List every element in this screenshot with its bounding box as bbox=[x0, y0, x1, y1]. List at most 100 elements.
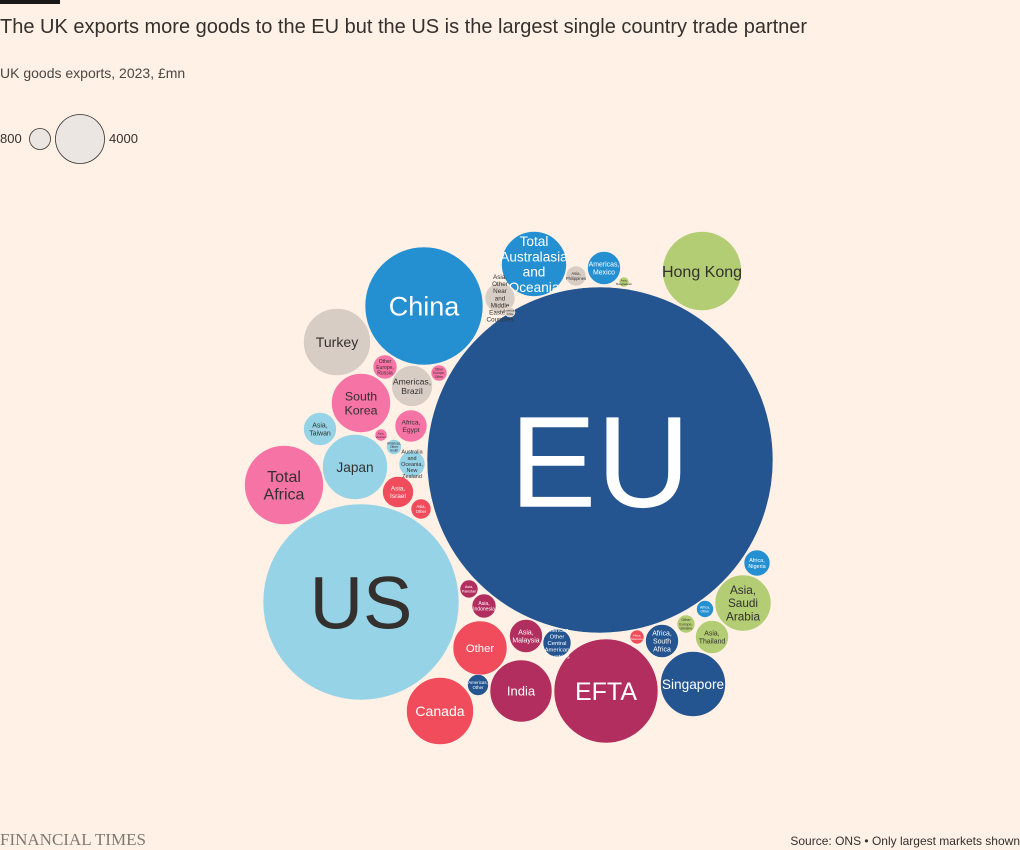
bubble-circle bbox=[394, 409, 428, 443]
bubble-americas-mexico: Americas, Mexico bbox=[587, 251, 621, 285]
bubble-circle bbox=[410, 498, 432, 520]
bubble-label: Canada bbox=[415, 703, 464, 719]
bubble-circle bbox=[406, 677, 474, 745]
size-legend: 800 4000 bbox=[0, 114, 138, 164]
bubble-circle bbox=[629, 629, 645, 645]
bubble-canada: Canada bbox=[406, 677, 474, 745]
bubble-label: Asia, Pakistan bbox=[462, 585, 476, 593]
bubble-asia-thailand: Asia, Thailand bbox=[695, 620, 729, 654]
bubble-americas-other: Americas, Other bbox=[467, 674, 489, 696]
bubble-label: Other bbox=[466, 643, 495, 655]
bubble-label: Asia, Malaysia bbox=[512, 630, 539, 645]
bubble-label: Americas, Mexico bbox=[589, 262, 620, 277]
bubble-label: Africa, South Africa bbox=[652, 631, 672, 654]
bubble-circle bbox=[244, 445, 324, 525]
bubble-asia-other-near-and-middle-eastern-countries: Asia, Other Near and Middle Eastern Countries bbox=[484, 274, 516, 323]
bubble-circle bbox=[618, 276, 630, 288]
bubble-label: Other Europe, Ukraine bbox=[679, 618, 692, 630]
bubble-label: India bbox=[507, 684, 536, 699]
bubble-circle bbox=[662, 231, 742, 311]
bubble-label: EFTA bbox=[575, 678, 637, 706]
bubble-circle bbox=[587, 251, 621, 285]
bubble-asia-saudi-arabia: Asia, Saudi Arabia bbox=[714, 574, 772, 632]
ft-logo: FINANCIAL TIMES bbox=[0, 830, 146, 849]
bubble-label: Africa, Other bbox=[700, 605, 710, 613]
bubble-asia-malaysia: Asia, Malaysia bbox=[509, 619, 543, 653]
bubble-circle bbox=[303, 308, 371, 376]
size-legend-large-label: 4000 bbox=[109, 131, 138, 146]
size-legend-small-label: 800 bbox=[0, 131, 22, 146]
bubble-other-europe-other: Other Europe, Other bbox=[430, 364, 448, 382]
bubble-label: Asia, Vietnam bbox=[376, 431, 387, 438]
bubble-africa-other: Africa, Other bbox=[696, 600, 714, 618]
bubble-singapore: Singapore bbox=[660, 651, 726, 717]
bubble-label: China bbox=[389, 292, 461, 322]
bubble-hong-kong: Hong Kong bbox=[662, 231, 742, 311]
bubble-circle bbox=[467, 674, 489, 696]
bubble-label: Hong Kong bbox=[662, 264, 742, 281]
bubble-circle bbox=[374, 428, 388, 442]
bubble-circle bbox=[372, 354, 398, 380]
bubble-circle bbox=[386, 439, 402, 455]
bubble-circle bbox=[322, 434, 388, 500]
bubble-circle bbox=[426, 286, 774, 634]
bubble-circle bbox=[660, 651, 726, 717]
bubble-americas-other-south: Americas, Other South bbox=[386, 439, 402, 455]
bubble-other: Other bbox=[452, 620, 508, 676]
bubble-eu: EU bbox=[426, 286, 774, 634]
bubble-asia-israel: Asia, Israel bbox=[382, 476, 414, 508]
bubble-label: Americas, Brazil bbox=[393, 376, 431, 396]
bubble-label: EU bbox=[510, 389, 691, 535]
bubble-asia-pakistan: Asia, Pakistan bbox=[459, 579, 479, 599]
brand-top-bar bbox=[0, 0, 60, 4]
bubble-circle bbox=[391, 365, 433, 407]
bubble-label: Asia, Saudi Arabia bbox=[726, 584, 760, 623]
bubble-other-europe-russia: Other Europe, Russia bbox=[372, 354, 398, 380]
bubble-circle bbox=[565, 265, 587, 287]
bubble-asia-indonesia: Asia, Indonesia bbox=[471, 593, 497, 619]
bubble-label: Japan bbox=[336, 460, 373, 475]
bubble-label: Americas, Other South bbox=[387, 442, 401, 453]
bubble-circle bbox=[504, 306, 516, 318]
bubble-circle bbox=[743, 549, 771, 577]
bubble-circle bbox=[382, 476, 414, 508]
bubble-label: South Korea bbox=[344, 390, 377, 418]
bubble-label: Asia, Philippines bbox=[566, 271, 586, 281]
bubble-japan: Japan bbox=[322, 434, 388, 500]
bubble-africa-nigeria: Africa, Nigeria bbox=[743, 549, 771, 577]
bubble-label: Turkey bbox=[316, 334, 358, 350]
bubble-circle bbox=[364, 246, 484, 366]
bubble-circle bbox=[509, 619, 543, 653]
bubble-circle bbox=[695, 620, 729, 654]
bubble-label: US bbox=[310, 562, 413, 645]
bubble-asia-vietnam: Asia, Vietnam bbox=[374, 428, 388, 442]
bubble-circle bbox=[262, 503, 460, 701]
size-legend-large-circle bbox=[55, 114, 105, 164]
bubble-efta: EFTA bbox=[553, 638, 659, 744]
chart-subtitle: UK goods exports, 2023, £mn bbox=[0, 65, 186, 81]
bubble-total-africa: Total Africa bbox=[244, 445, 324, 525]
bubble-label: Asia, Thailand bbox=[699, 631, 726, 646]
bubble-australia-and-oceania-new-zealand: Australia and Oceania, New Zealand bbox=[398, 450, 426, 480]
bubble-label: Asia, Bangladesh bbox=[616, 278, 632, 285]
bubble-americas-brazil: Americas, Brazil bbox=[391, 365, 433, 407]
bubble-asia-philippines: Asia, Philippines bbox=[565, 265, 587, 287]
bubble-label: Asia, Indonesia bbox=[473, 601, 495, 613]
bubble-circle bbox=[714, 574, 772, 632]
bubble-circle bbox=[553, 638, 659, 744]
source-note: Source: ONS • Only largest markets shown bbox=[790, 834, 1020, 848]
bubble-label: Singapore bbox=[662, 677, 724, 692]
bubble-turkey: Turkey bbox=[303, 308, 371, 376]
bubble-south-korea: South Korea bbox=[331, 373, 391, 433]
chart-title: The UK exports more goods to the EU but … bbox=[0, 16, 808, 38]
bubble-india: India bbox=[489, 659, 553, 723]
bubble-africa-south-africa: Africa, South Africa bbox=[645, 624, 679, 658]
bubble-circle bbox=[331, 373, 391, 433]
bubble-label: Africa, Egypt bbox=[401, 420, 420, 435]
bubble-circle bbox=[484, 282, 516, 314]
bubble-us: US bbox=[262, 503, 460, 701]
bubble-label: Asia, Israel bbox=[390, 486, 406, 500]
bubble-circle bbox=[430, 364, 448, 382]
bubble-circle bbox=[645, 624, 679, 658]
bubble-americas-chile: Americas, Chile bbox=[503, 306, 517, 318]
